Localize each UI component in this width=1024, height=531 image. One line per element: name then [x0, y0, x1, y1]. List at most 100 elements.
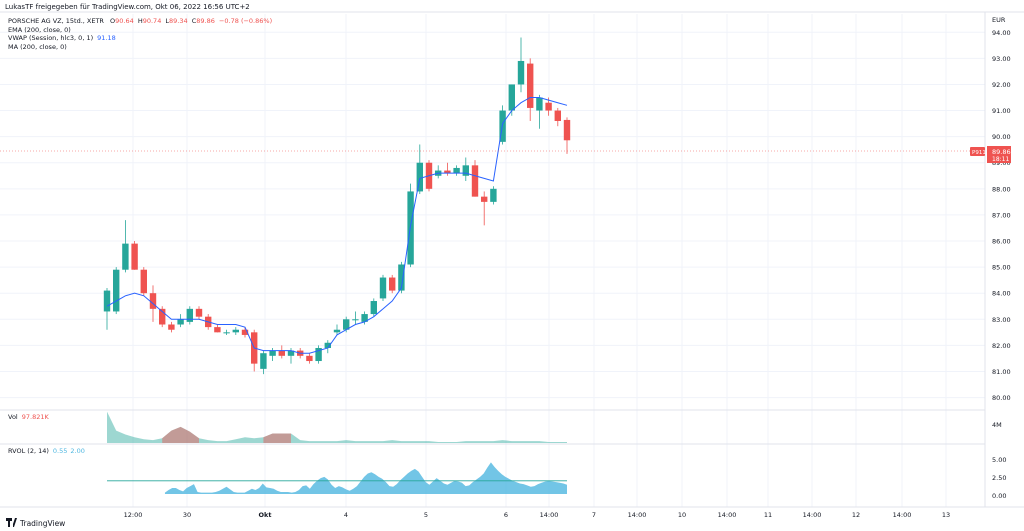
candle [159, 306, 166, 328]
candle-body [315, 347, 322, 362]
candle-body [490, 188, 497, 202]
time-tick-label: 4 [344, 511, 348, 519]
time-tick-label: 5 [424, 511, 428, 519]
rvol-area [164, 462, 567, 494]
candle [177, 314, 184, 328]
candle [241, 327, 249, 338]
candle-body [260, 353, 267, 369]
candle [517, 37, 525, 93]
rvol-axis-tick: 5.00 [992, 456, 1006, 464]
price-tick-label: 87.00 [992, 211, 1011, 219]
time-axis[interactable]: 12:00 30 Okt 4 5 6 14:00 7 14:00 10 14:00 11 14:00 12… [124, 511, 951, 519]
candle-body [508, 84, 515, 111]
candle-body [232, 329, 239, 333]
time-tick-label: 12:00 [124, 511, 143, 519]
candle [131, 241, 138, 270]
candle [333, 324, 341, 335]
candle-body [113, 269, 120, 312]
candle [462, 157, 469, 181]
candle-body [536, 97, 543, 111]
time-tick-label: 10 [678, 511, 686, 519]
price-tick-label: 94.00 [992, 29, 1011, 37]
price-axis[interactable]: 80.00 81.00 82.00 83.00 84.00 85.00 86.00 87.00… [992, 29, 1011, 402]
legend-high-label: H [138, 17, 143, 25]
rvol-v2: 2.00 [70, 447, 84, 455]
candle [113, 267, 120, 315]
rvol-v1: 0.55 [53, 447, 67, 455]
legend-close-label: C [192, 17, 197, 25]
candle-body [131, 243, 138, 270]
rvol-axis-tick: 0.00 [992, 492, 1006, 500]
legend-close: 89.86 [196, 17, 215, 25]
tradingview-brand: TradingView [19, 519, 65, 528]
legend-change: −0.78 (−0.86%) [219, 17, 272, 25]
price-tick-label: 90.00 [992, 133, 1011, 141]
candle [389, 274, 396, 294]
candle-body [462, 165, 469, 176]
legend-symbol: PORSCHE AG VZ, 15td., XETR [8, 17, 104, 25]
tradingview-logo-icon [6, 518, 17, 527]
price-tag-price: 89.86 [992, 148, 1011, 156]
legend-open-label: O [110, 17, 115, 25]
candle-body [517, 60, 525, 85]
candle [453, 165, 460, 176]
published-note: LukasTF freigegeben für TradingView.com,… [5, 3, 250, 11]
time-tick-label: 14:00 [540, 511, 559, 519]
currency-label: EUR [992, 16, 1006, 24]
candle [563, 117, 571, 154]
time-tick-label: Okt [259, 511, 272, 519]
legend-vwap-value: 91.18 [97, 34, 116, 42]
time-tick-label: 11 [764, 511, 772, 519]
candle [536, 94, 543, 129]
grid [0, 14, 985, 507]
candle-body [103, 290, 111, 312]
price-tick-label: 86.00 [992, 238, 1011, 246]
candle-body [159, 308, 166, 325]
tradingview-logo[interactable]: TradingView [6, 518, 65, 528]
legend-vwap[interactable]: VWAP (Session, hlc3, 0, 1) 91.18 [8, 34, 116, 42]
legend-ema[interactable]: EMA (200, close, 0) [8, 26, 71, 34]
price-tag-countdown: 18:11 [992, 156, 1009, 163]
candle [490, 186, 497, 205]
candle-body [416, 162, 423, 192]
candle [527, 58, 534, 121]
candle [168, 321, 175, 333]
candle-body [379, 277, 387, 299]
price-tag-bg [987, 146, 1011, 163]
candle-body [471, 165, 479, 197]
candle [370, 298, 377, 317]
price-tick-label: 82.00 [992, 342, 1011, 350]
candle-body [269, 350, 276, 356]
rvol-legend[interactable]: RVOL (2, 14) 0.55 2.00 [8, 447, 85, 455]
candle-body [122, 243, 129, 270]
candle [554, 107, 561, 127]
time-tick-label: 14:00 [718, 511, 737, 519]
candle-body [223, 332, 230, 334]
candle-body [444, 170, 451, 174]
price-tick-label: 91.00 [992, 107, 1011, 115]
ticker-tag-bg [970, 147, 985, 156]
price-tick-label: 81.00 [992, 368, 1011, 376]
legend-open: 90.64 [115, 17, 134, 25]
volume-legend[interactable]: Vol 97.821K [8, 413, 49, 421]
legend-ma[interactable]: MA (200, close, 0) [8, 43, 67, 51]
time-tick-label: 14:00 [893, 511, 912, 519]
candle-body [545, 102, 552, 111]
candle [103, 287, 111, 330]
candle-body [177, 319, 184, 325]
price-tick-label: 92.00 [992, 81, 1011, 89]
candle [122, 220, 129, 273]
price-tick-label: 88.00 [992, 185, 1011, 193]
legend-symbol-row: PORSCHE AG VZ, 15td., XETR O90.64 H90.74… [8, 17, 272, 25]
legend-low-label: L [165, 17, 169, 25]
time-tick-label: 30 [183, 511, 191, 519]
price-tag: P911 89.86 18:11 [970, 146, 1011, 163]
volume-pane [107, 411, 567, 443]
candle [223, 329, 230, 335]
candle [481, 191, 488, 226]
rvol-pane [107, 462, 567, 494]
volume-area-down [263, 433, 291, 443]
candle-body [140, 269, 147, 294]
